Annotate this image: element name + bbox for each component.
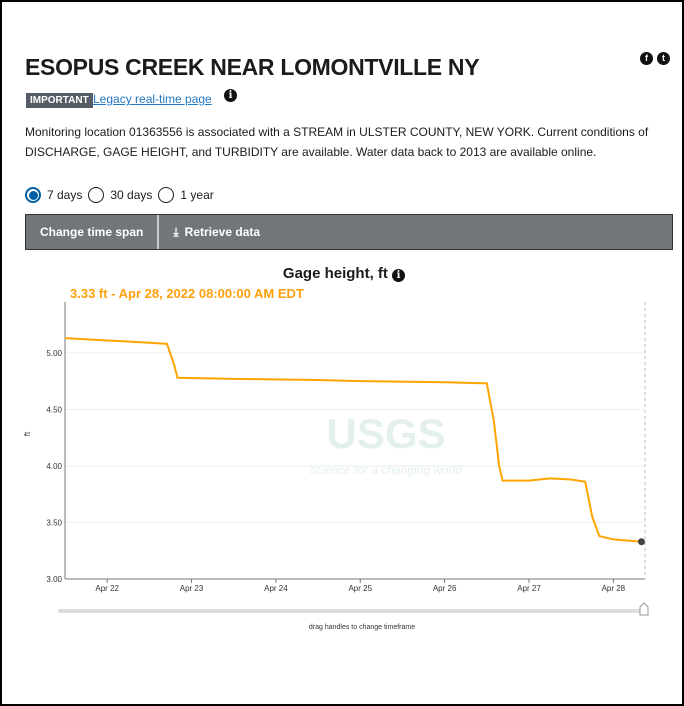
timeframe-slider-track[interactable] — [58, 609, 648, 613]
y-tick-label: 3.00 — [46, 575, 62, 584]
y-tick-label: 3.50 — [46, 518, 62, 527]
x-tick-label: Apr 27 — [517, 584, 541, 593]
x-tick-label: Apr 24 — [264, 584, 288, 593]
retrieve-data-button[interactable]: ⤓ Retrieve data — [159, 215, 274, 249]
divider — [157, 215, 160, 249]
usgs-watermark-logo: USGS — [326, 410, 445, 457]
chart-title-text: Gage height, ft — [282, 265, 388, 282]
slider-hint: drag handles to change timeframe — [309, 624, 415, 631]
radio-button[interactable] — [25, 187, 41, 203]
chart-title: Gage height, ft i — [2, 265, 682, 282]
gage-height-line — [64, 337, 642, 543]
y-tick-label: 5.00 — [46, 349, 62, 358]
social-links: f t — [640, 52, 670, 65]
facebook-icon[interactable]: f — [640, 52, 653, 65]
x-tick-label: Apr 23 — [180, 584, 204, 593]
info-icon[interactable]: i — [392, 269, 406, 282]
y-tick-label: 4.50 — [46, 405, 62, 414]
retrieve-label: Retrieve data — [184, 225, 261, 239]
twitter-icon[interactable]: t — [657, 52, 670, 65]
radio-1-year[interactable]: 1 year — [158, 187, 214, 203]
download-icon: ⤓ — [173, 224, 179, 239]
slider-handle[interactable] — [639, 602, 649, 616]
radio-30-days[interactable]: 30 days — [88, 187, 152, 203]
y-tick-label: 4.00 — [46, 462, 62, 471]
info-icon[interactable]: i — [224, 89, 237, 102]
radio-label: 7 days — [47, 188, 83, 202]
usgs-watermark-tagline: science for a changing world — [310, 463, 462, 477]
radio-button[interactable] — [88, 187, 105, 203]
radio-label: 1 year — [180, 188, 214, 202]
radio-label: 30 days — [110, 188, 153, 202]
change-time-span-button[interactable]: Change time span — [40, 225, 144, 239]
x-tick-label: Apr 22 — [95, 584, 119, 593]
y-axis-label: ft — [23, 431, 32, 436]
description: Monitoring location 01363556 is associat… — [25, 125, 649, 159]
radio-7-days[interactable]: 7 days — [25, 187, 82, 203]
x-tick-label: Apr 26 — [433, 584, 457, 593]
radio-button[interactable] — [158, 187, 175, 203]
x-tick-label: Apr 25 — [348, 584, 372, 593]
x-tick-label: Apr 28 — [602, 584, 626, 593]
toolbar: Change time span ⤓ Retrieve data — [25, 214, 673, 250]
important-badge: IMPORTANT — [26, 93, 93, 108]
highlight-point — [637, 538, 645, 546]
legacy-link[interactable]: Legacy real-time page — [93, 92, 212, 106]
timespan-radio-group: 7 days 30 days 1 year — [25, 187, 220, 203]
chart-tooltip: 3.33 ft - Apr 28, 2022 08:00:00 AM EDT — [70, 286, 304, 301]
page-title: ESOPUS CREEK NEAR LOMONTVILLE NY — [25, 54, 480, 80]
